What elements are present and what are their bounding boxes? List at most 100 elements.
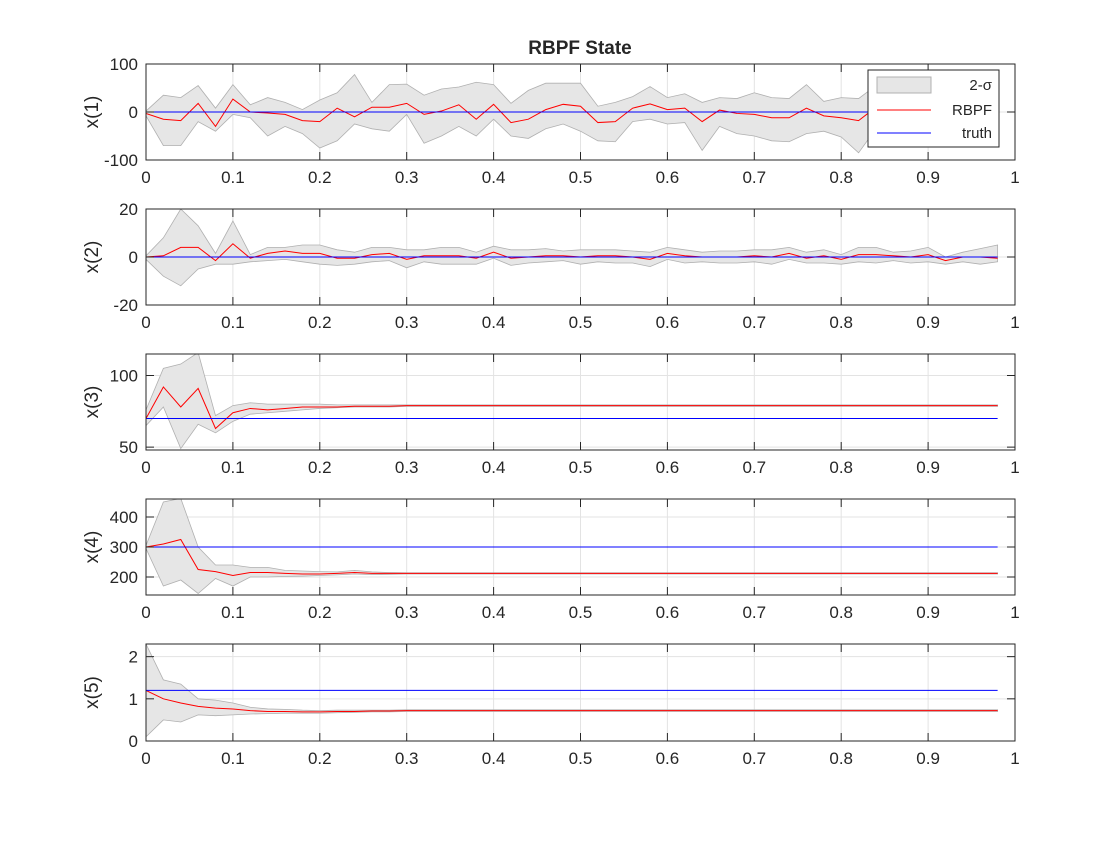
y-tick-label: 1 <box>129 690 138 709</box>
y-tick-label: 0 <box>129 103 138 122</box>
x-tick-label: 1 <box>1010 603 1019 622</box>
series-group <box>146 499 999 595</box>
subplot-4: 0 0.1 0.2 0.3 0.4 0.5 0.6 0.7 0.8 0.9 1 200 300 400 x(… <box>82 498 1020 622</box>
x-tick-label: 0.5 <box>569 168 593 187</box>
legend: 2-σ RBPF truth <box>867 69 1000 148</box>
y-axis-label: x(1) <box>82 96 103 129</box>
legend-label: truth <box>962 125 992 142</box>
x-tick-label: 0.4 <box>482 603 506 622</box>
x-tick-label: 0.4 <box>482 749 506 768</box>
x-tick-label: 0.9 <box>916 313 940 332</box>
x-tick-label: 0 <box>141 168 150 187</box>
x-tick-label: 0.8 <box>829 313 853 332</box>
y-tick-label: 20 <box>119 200 138 219</box>
rbpf-line <box>146 243 998 262</box>
x-tick-label: 0.9 <box>916 458 940 477</box>
series-group <box>146 209 999 287</box>
y-tick-label: 50 <box>119 438 138 457</box>
series-group <box>146 73 999 154</box>
x-tick-label: 0.1 <box>221 749 245 768</box>
x-tick-label: 0.4 <box>482 313 506 332</box>
rbpf-line <box>146 98 998 128</box>
x-tick-label: 0.6 <box>656 749 680 768</box>
x-tick-label: 0.2 <box>308 313 332 332</box>
x-tick-label: 0.6 <box>656 313 680 332</box>
x-tick-label: 0.5 <box>569 313 593 332</box>
y-tick-label: 100 <box>110 55 138 74</box>
x-tick-label: 0.9 <box>916 168 940 187</box>
y-tick-label: 0 <box>129 732 138 751</box>
sigma-band <box>146 209 999 287</box>
x-tick-label: 0.8 <box>829 603 853 622</box>
x-tick-label: 0.2 <box>308 168 332 187</box>
sigma-band <box>146 644 999 738</box>
subplot-5: 0 0.1 0.2 0.3 0.4 0.5 0.6 0.7 0.8 0.9 1 0 1 2 x(5) <box>82 643 1020 768</box>
x-tick-label: 1 <box>1010 749 1019 768</box>
x-tick-label: 0.3 <box>395 313 419 332</box>
x-tick-label: 0.6 <box>656 168 680 187</box>
x-tick-label: 0.7 <box>742 458 766 477</box>
sigma-band <box>146 354 999 450</box>
y-tick-label: 2 <box>129 648 138 667</box>
x-tick-label: 0.1 <box>221 313 245 332</box>
y-tick-label: 0 <box>129 248 138 267</box>
chart-title: RBPF State <box>528 38 631 59</box>
x-tick-label: 0.5 <box>569 603 593 622</box>
x-tick-label: 0 <box>141 603 150 622</box>
x-tick-label: 0.1 <box>221 458 245 477</box>
y-tick-label: -20 <box>113 296 138 315</box>
x-tick-label: 0.7 <box>742 603 766 622</box>
x-tick-label: 0.8 <box>829 749 853 768</box>
rbpf-line <box>146 386 998 430</box>
x-tick-label: 0.2 <box>308 749 332 768</box>
rbpf-line <box>146 538 998 577</box>
series-group <box>146 354 999 450</box>
x-tick-label: 0.9 <box>916 603 940 622</box>
legend-label: RBPF <box>952 102 992 119</box>
y-tick-label: 300 <box>110 538 138 557</box>
y-axis-label: x(3) <box>82 386 103 419</box>
x-tick-label: 0.3 <box>395 168 419 187</box>
x-tick-label: 0.6 <box>656 458 680 477</box>
legend-swatch-band <box>876 76 932 94</box>
x-tick-label: 0.3 <box>395 603 419 622</box>
x-tick-label: 0.8 <box>829 458 853 477</box>
x-tick-label: 0.5 <box>569 458 593 477</box>
y-tick-label: -100 <box>104 151 138 170</box>
x-tick-label: 0.6 <box>656 603 680 622</box>
x-tick-label: 1 <box>1010 313 1019 332</box>
legend-label: 2-σ <box>969 77 992 94</box>
y-axis-label: x(2) <box>82 241 103 274</box>
x-tick-label: 0.9 <box>916 749 940 768</box>
x-tick-label: 0.4 <box>482 458 506 477</box>
y-axis-label: x(5) <box>82 676 103 709</box>
x-tick-label: 0.8 <box>829 168 853 187</box>
subplot-3: 0 0.1 0.2 0.3 0.4 0.5 0.6 0.7 0.8 0.9 1 50 100 x(3) <box>82 353 1020 477</box>
x-tick-label: 0.2 <box>308 603 332 622</box>
x-tick-label: 0.5 <box>569 749 593 768</box>
y-axis-label: x(4) <box>82 531 103 564</box>
x-tick-label: 0.7 <box>742 168 766 187</box>
x-tick-label: 0 <box>141 313 150 332</box>
x-tick-label: 0 <box>141 749 150 768</box>
y-tick-label: 100 <box>110 366 138 385</box>
rbpf-line <box>146 689 998 713</box>
x-tick-label: 0.3 <box>395 458 419 477</box>
x-tick-label: 0.1 <box>221 603 245 622</box>
y-tick-label: 200 <box>110 568 138 587</box>
y-tick-label: 400 <box>110 508 138 527</box>
x-tick-label: 1 <box>1010 168 1019 187</box>
x-tick-label: 0.4 <box>482 168 506 187</box>
x-tick-label: 0.7 <box>742 313 766 332</box>
x-tick-label: 0.3 <box>395 749 419 768</box>
sigma-band <box>146 499 999 595</box>
x-tick-label: 0.2 <box>308 458 332 477</box>
subplots: 0 0.1 0.2 0.3 0.4 0.5 0.6 0.7 0.8 0.9 1-1000100x(1… <box>82 55 1020 768</box>
x-tick-label: 0 <box>141 458 150 477</box>
x-tick-label: 0.1 <box>221 168 245 187</box>
series-group <box>146 644 999 738</box>
x-tick-label: 0.7 <box>742 749 766 768</box>
